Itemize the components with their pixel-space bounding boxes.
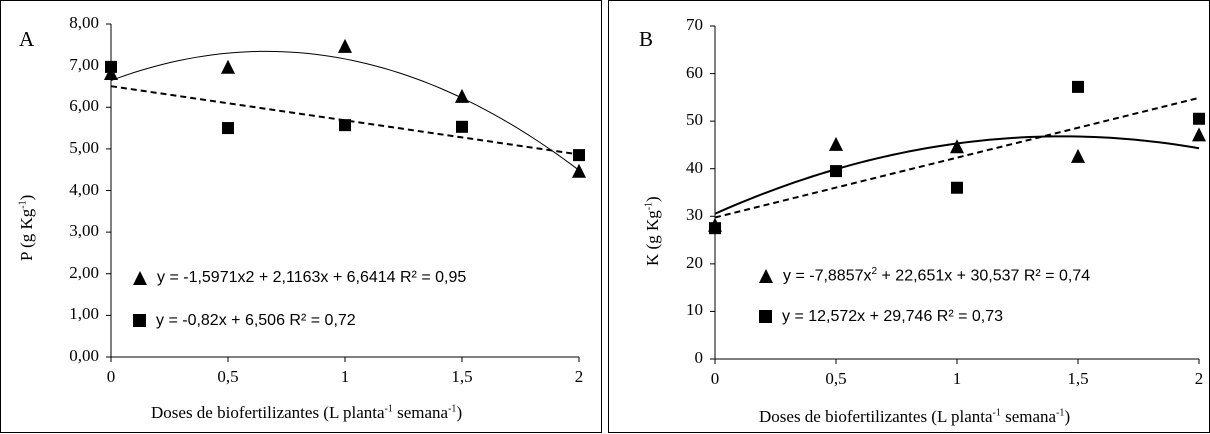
chart-b-plot xyxy=(708,25,1206,364)
y-tick-label: 1,00 xyxy=(69,304,99,324)
x-axis-label-a: Doses de biofertilizantes (L planta-1 se… xyxy=(151,403,463,422)
data-point-square xyxy=(222,122,234,135)
data-point-triangle xyxy=(829,136,843,151)
x-tick-label: 2 xyxy=(574,367,584,386)
y-tick-label: 4,00 xyxy=(69,179,99,199)
y-tick-label: 0,00 xyxy=(69,346,99,365)
x-tick-label: 0 xyxy=(106,367,116,386)
data-point-square xyxy=(951,181,963,194)
y-tick-label: 2,00 xyxy=(69,262,99,282)
x-tick-label: 1,5 xyxy=(451,367,473,386)
trendline-triangle xyxy=(110,50,580,171)
data-point-triangle xyxy=(104,65,118,80)
legend-equation-triangle-b: y = -7,8857x2 + 22,651x + 30,537 R² = 0,… xyxy=(759,266,1090,285)
y-axis-label-a: P (g Kg-1) xyxy=(17,194,36,261)
x-tick-label: 1,5 xyxy=(1067,369,1089,388)
y-tick-label: 60 xyxy=(686,62,703,82)
data-point-triangle xyxy=(1192,127,1206,142)
chart-panel-a: A P (g Kg-1) Doses de biofertilizantes (… xyxy=(0,0,602,433)
x-tick-label: 2 xyxy=(1194,369,1204,388)
x-tick-label: 0 xyxy=(710,369,720,388)
data-point-triangle xyxy=(221,59,235,74)
square-marker-icon xyxy=(759,310,772,324)
chart-a-plot xyxy=(104,23,586,362)
data-point-triangle xyxy=(572,163,586,178)
data-point-square xyxy=(339,119,351,132)
y-tick-label: 10 xyxy=(686,300,703,320)
data-point-triangle xyxy=(1071,148,1085,163)
data-point-triangle xyxy=(950,139,964,154)
trendline-square xyxy=(714,96,1200,219)
panel-label-a: A xyxy=(19,27,35,51)
y-tick-label: 7,00 xyxy=(69,54,99,74)
data-point-square xyxy=(709,222,721,235)
y-tick-label: 50 xyxy=(686,110,703,130)
x-axis-label-b: Doses de biofertilizantes (L planta-1 se… xyxy=(759,407,1071,426)
y-tick-label: 30 xyxy=(686,205,703,225)
x-tick-label: 1 xyxy=(952,369,962,388)
x-tick-label: 0,5 xyxy=(825,369,847,388)
triangle-marker-icon xyxy=(133,270,147,285)
legend-equation-square-a: y = -0,82x + 6,506 R² = 0,72 xyxy=(133,312,356,330)
y-tick-label: 0 xyxy=(694,348,704,367)
y-tick-label: 40 xyxy=(686,157,703,177)
data-point-square xyxy=(573,149,585,162)
y-tick-label: 6,00 xyxy=(69,96,99,116)
panel-label-b: B xyxy=(639,27,654,51)
data-point-square xyxy=(456,120,468,133)
x-tick-label: 0,5 xyxy=(217,367,239,386)
square-marker-icon xyxy=(133,314,146,328)
data-point-square xyxy=(1072,80,1084,93)
data-point-triangle xyxy=(338,38,352,53)
trendline-square xyxy=(110,85,580,156)
y-tick-label: 3,00 xyxy=(69,221,99,241)
triangle-marker-icon xyxy=(759,269,773,284)
chart-panel-b: B K (g Kg-1) Doses de biofertilizantes (… xyxy=(608,0,1210,433)
data-point-square xyxy=(830,165,842,178)
y-tick-label: 70 xyxy=(686,15,703,34)
y-tick-label: 20 xyxy=(686,252,703,272)
data-point-square xyxy=(1193,112,1205,125)
y-tick-label: 8,00 xyxy=(69,13,99,32)
x-tick-label: 1 xyxy=(340,367,350,386)
data-point-square xyxy=(105,60,117,73)
legend-equation-square-b: y = 12,572x + 29,746 R² = 0,73 xyxy=(759,308,1003,326)
data-point-triangle xyxy=(455,88,469,103)
legend-equation-triangle-a: y = -1,5971x2 + 2,1163x + 6,6414 R² = 0,… xyxy=(133,269,466,287)
y-tick-label: 5,00 xyxy=(69,137,99,157)
